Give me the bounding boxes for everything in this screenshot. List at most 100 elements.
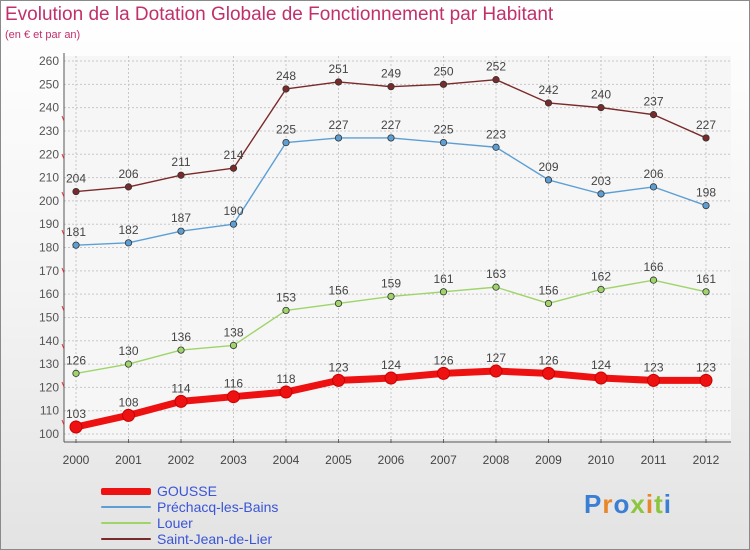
legend-swatch [101,506,151,508]
data-label: 198 [696,186,716,200]
data-point [177,171,185,179]
y-tick-label: 260 [39,54,59,68]
data-point [439,138,448,147]
axis-accent-mark [61,229,65,236]
data-point [229,164,238,172]
data-point [699,373,713,387]
data-label: 203 [591,174,611,188]
data-point [489,364,503,378]
data-label: 204 [66,172,86,186]
data-point [69,420,83,434]
data-label: 209 [538,160,558,174]
x-tick-label: 2004 [273,453,300,467]
data-point [594,371,608,385]
data-point [227,390,240,404]
data-label: 123 [328,360,348,374]
x-tick-label: 2005 [325,453,352,467]
data-label: 156 [328,283,348,297]
data-label: 124 [381,358,401,372]
data-label: 181 [66,225,86,239]
data-label: 240 [591,88,611,102]
axis-accent-mark [61,153,65,160]
data-point [387,83,395,91]
y-tick-label: 140 [39,334,59,348]
logo-letter: o [613,489,631,519]
data-point [544,299,553,308]
data-point [492,76,500,84]
legend-item: GOUSSE [101,483,278,499]
data-label: 227 [328,118,348,132]
y-tick-label: 220 [39,147,59,161]
data-label: 227 [696,118,716,132]
data-label: 127 [486,351,506,365]
y-tick-label: 180 [39,241,59,255]
data-label: 182 [118,223,138,237]
data-point [702,201,710,210]
legend-label: Saint-Jean-de-Lier [157,531,273,547]
data-label: 225 [276,123,296,137]
data-label: 162 [591,269,611,283]
data-label: 187 [171,211,191,225]
data-point [544,99,553,107]
x-tick-label: 2001 [115,453,142,467]
y-tick-label: 250 [39,77,59,91]
data-point [282,306,290,315]
chart-legend: GOUSSE Préchacq-les-Bains Louer Saint-Jean-… [101,483,278,547]
data-label: 250 [433,64,453,78]
data-point [649,111,658,119]
axis-accent-mark [61,381,65,388]
data-label: 206 [643,167,663,181]
data-point [229,341,238,350]
data-point [492,283,500,291]
data-label: 227 [381,118,401,132]
logo-letter: P [584,489,603,519]
x-tick-label: 2006 [378,453,405,467]
data-label: 161 [696,272,716,286]
data-label: 166 [643,260,663,274]
x-tick-label: 2003 [220,453,247,467]
data-point [332,373,345,387]
y-tick-label: 190 [39,217,59,231]
data-point [177,346,185,354]
data-label: 103 [66,407,86,421]
data-point [439,288,448,296]
data-label: 161 [433,272,453,286]
data-point [124,183,133,191]
legend-label: Louer [157,515,193,531]
data-point [597,285,605,294]
y-tick-label: 150 [39,310,59,324]
axis-accent-mark [61,343,65,350]
data-label: 242 [538,83,558,97]
data-point [542,366,555,380]
legend-swatch [101,522,151,524]
data-point [387,134,395,142]
legend-item: Saint-Jean-de-Lier [101,531,278,547]
data-label: 156 [538,283,558,297]
data-point [334,134,343,142]
data-label: 114 [171,381,190,395]
x-tick-label: 2009 [535,453,562,467]
data-label: 214 [223,148,243,162]
axis-accent-mark [61,115,65,122]
axis-accent-mark [61,267,65,274]
data-point [72,241,80,249]
data-label: 126 [66,353,86,367]
data-label: 116 [224,377,243,391]
data-point [649,183,658,191]
x-tick-label: 2012 [693,453,720,467]
logo-letter: t [654,489,664,519]
data-label: 123 [643,360,663,374]
x-tick-label: 2010 [588,453,615,467]
data-label: 237 [643,95,663,109]
y-tick-label: 240 [39,101,59,115]
data-label: 124 [591,358,611,372]
data-point [492,143,500,151]
y-tick-label: 210 [39,171,59,185]
data-label: 251 [328,62,348,76]
x-tick-label: 2000 [63,453,90,467]
y-tick-label: 110 [40,404,59,418]
data-point [282,85,290,93]
data-point [279,385,293,399]
legend-label: GOUSSE [157,483,217,499]
